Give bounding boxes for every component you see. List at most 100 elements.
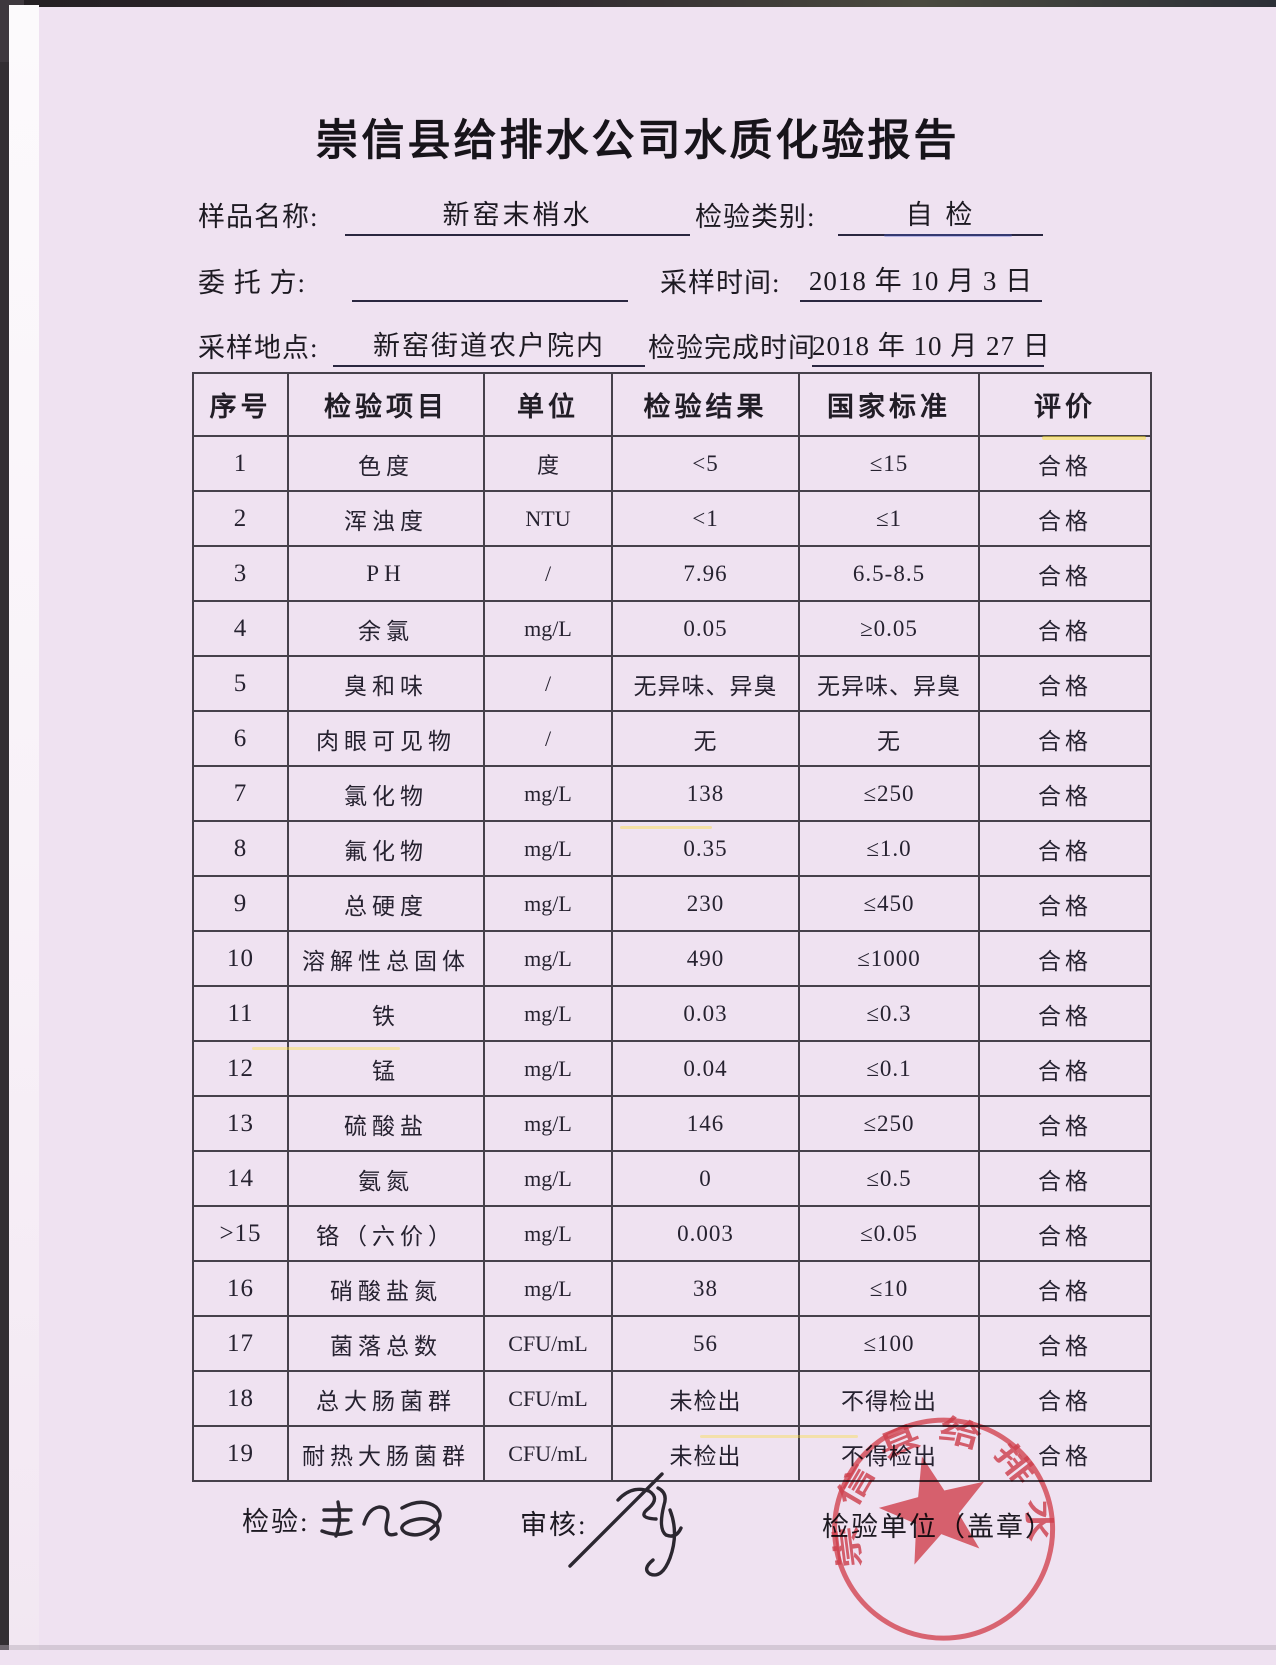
table-cell: 11 <box>192 985 289 1042</box>
completion-time-value: 2018 年 10 月 27 日 <box>812 325 1050 367</box>
table-cell: 总硬度 <box>287 875 485 932</box>
table-cell: 浑浊度 <box>287 490 485 547</box>
table-cell: 146 <box>611 1095 800 1152</box>
table-row: 19 耐热大肠菌群 CFU/mL 未检出 不得检出 合格 <box>192 1425 1152 1482</box>
table-cell: ≤0.5 <box>798 1150 980 1207</box>
table-cell: ≤0.1 <box>798 1040 980 1097</box>
sample-name-label: 样品名称: <box>198 202 319 232</box>
table-cell: 未检出 <box>611 1370 800 1427</box>
table-cell: 5 <box>192 655 289 712</box>
sampling-time-value: 2018 年 10 月 3 日 <box>800 260 1042 302</box>
table-cell: 无 <box>611 710 800 767</box>
table-cell: 合格 <box>978 655 1152 712</box>
table-row: 17 菌落总数 CFU/mL 56 ≤100 合格 <box>192 1315 1152 1372</box>
stamp-star-icon <box>878 1456 985 1565</box>
table-cell: mg/L <box>483 1205 613 1262</box>
table-cell: ≤450 <box>798 875 980 932</box>
table-row: 7 氯化物 mg/L 138 ≤250 合格 <box>192 765 1152 822</box>
table-cell: 0.05 <box>611 600 800 657</box>
table-cell: 合格 <box>978 820 1152 877</box>
col-header-unit: 单位 <box>483 372 613 437</box>
table-cell: 13 <box>192 1095 289 1152</box>
table-cell: NTU <box>483 490 613 547</box>
col-header-standard: 国家标准 <box>798 372 980 437</box>
col-header-seq: 序号 <box>192 372 289 437</box>
table-row: 13 硫酸盐 mg/L 146 ≤250 合格 <box>192 1095 1152 1152</box>
table-cell: 6.5-8.5 <box>798 545 980 602</box>
table-cell: ≤15 <box>798 435 980 492</box>
table-row: 12 锰 mg/L 0.04 ≤0.1 合格 <box>192 1040 1152 1097</box>
table-cell: ≤250 <box>798 765 980 822</box>
table-cell: 14 <box>192 1150 289 1207</box>
table-cell: 不得检出 <box>798 1425 980 1482</box>
col-header-evaluation: 评价 <box>978 372 1152 437</box>
table-cell: ≤0.05 <box>798 1205 980 1262</box>
table-cell: 硝酸盐氮 <box>287 1260 485 1317</box>
table-cell: mg/L <box>483 1040 613 1097</box>
table-cell: 合格 <box>978 600 1152 657</box>
table-cell: ≤10 <box>798 1260 980 1317</box>
table-cell: 合格 <box>978 765 1152 822</box>
table-cell: 19 <box>192 1425 289 1482</box>
table-cell: 0.003 <box>611 1205 800 1262</box>
table-cell: ≤0.3 <box>798 985 980 1042</box>
inspector-label: 检验: <box>242 1507 310 1537</box>
table-cell: mg/L <box>483 1260 613 1317</box>
table-row: 16 硝酸盐氮 mg/L 38 ≤10 合格 <box>192 1260 1152 1317</box>
table-cell: CFU/mL <box>483 1315 613 1372</box>
table-cell: / <box>483 655 613 712</box>
table-cell: 铁 <box>287 985 485 1042</box>
table-cell: 12 <box>192 1040 289 1097</box>
test-type-value: 自 检 <box>838 194 1043 236</box>
sampling-location-value: 新窑街道农户院内 <box>333 325 645 367</box>
table-cell: 度 <box>483 435 613 492</box>
table-cell: 合格 <box>978 875 1152 932</box>
table-cell: mg/L <box>483 820 613 877</box>
inspector-signature <box>320 1500 442 1541</box>
table-cell: 4 <box>192 600 289 657</box>
table-row: 9 总硬度 mg/L 230 ≤450 合格 <box>192 875 1152 932</box>
table-cell: <1 <box>611 490 800 547</box>
table-cell: 合格 <box>978 1095 1152 1152</box>
table-cell: 0.35 <box>611 820 800 877</box>
table-cell: 9 <box>192 875 289 932</box>
table-cell: mg/L <box>483 875 613 932</box>
table-cell: ≤1 <box>798 490 980 547</box>
table-cell: 合格 <box>978 985 1152 1042</box>
table-cell: 硫酸盐 <box>287 1095 485 1152</box>
table-cell: mg/L <box>483 1150 613 1207</box>
table-cell: 2 <box>192 490 289 547</box>
table-row: 5 臭和味 / 无异味、异臭 无异味、异臭 合格 <box>192 655 1152 712</box>
table-cell: 合格 <box>978 435 1152 492</box>
table-cell: >15 <box>192 1205 289 1262</box>
table-cell: 7 <box>192 765 289 822</box>
table-cell: 17 <box>192 1315 289 1372</box>
table-cell: 氟化物 <box>287 820 485 877</box>
table-cell: 合格 <box>978 1040 1152 1097</box>
table-cell: ≤250 <box>798 1095 980 1152</box>
company-seal-stamp: 崇信县给排水公司 <box>816 1401 1060 1641</box>
results-table: 序号 检验项目 单位 检验结果 国家标准 评价 1 色度度 <5 ≤15 合格 2 浑浊度 N… <box>192 372 1152 1482</box>
table-cell: 6 <box>192 710 289 767</box>
test-type-label: 检验类别: <box>695 202 816 232</box>
table-cell: 铬（六价） <box>287 1205 485 1262</box>
sampling-time-label: 采样时间: <box>660 268 781 298</box>
table-cell: 18 <box>192 1370 289 1427</box>
table-cell: ≤1000 <box>798 930 980 987</box>
sample-name-value: 新窑末梢水 <box>345 194 690 236</box>
table-body: 1 色度度 <5 ≤15 合格 2 浑浊度 NTU <1 ≤1 合格 3 PH/7.96 6.5-8.5 合… <box>192 435 1152 1482</box>
table-cell: 肉眼可见物 <box>287 710 485 767</box>
scan-edge-left <box>0 0 9 1650</box>
table-cell: 230 <box>611 875 800 932</box>
table-cell: 合格 <box>978 710 1152 767</box>
table-cell: 合格 <box>978 1425 1152 1482</box>
table-cell: CFU/mL <box>483 1425 613 1482</box>
table-row: 3 PH/7.96 6.5-8.5 合格 <box>192 545 1152 602</box>
table-row: 14 氨氮 mg/L 0 ≤0.5 合格 <box>192 1150 1152 1207</box>
completion-time-label: 检验完成时间 <box>648 333 816 363</box>
report-title: 崇信县给排水公司水质化验报告 <box>315 117 960 165</box>
table-cell: 色度 <box>287 435 485 492</box>
table-cell: 合格 <box>978 1370 1152 1427</box>
scan-edge-bottom <box>0 1645 1276 1650</box>
